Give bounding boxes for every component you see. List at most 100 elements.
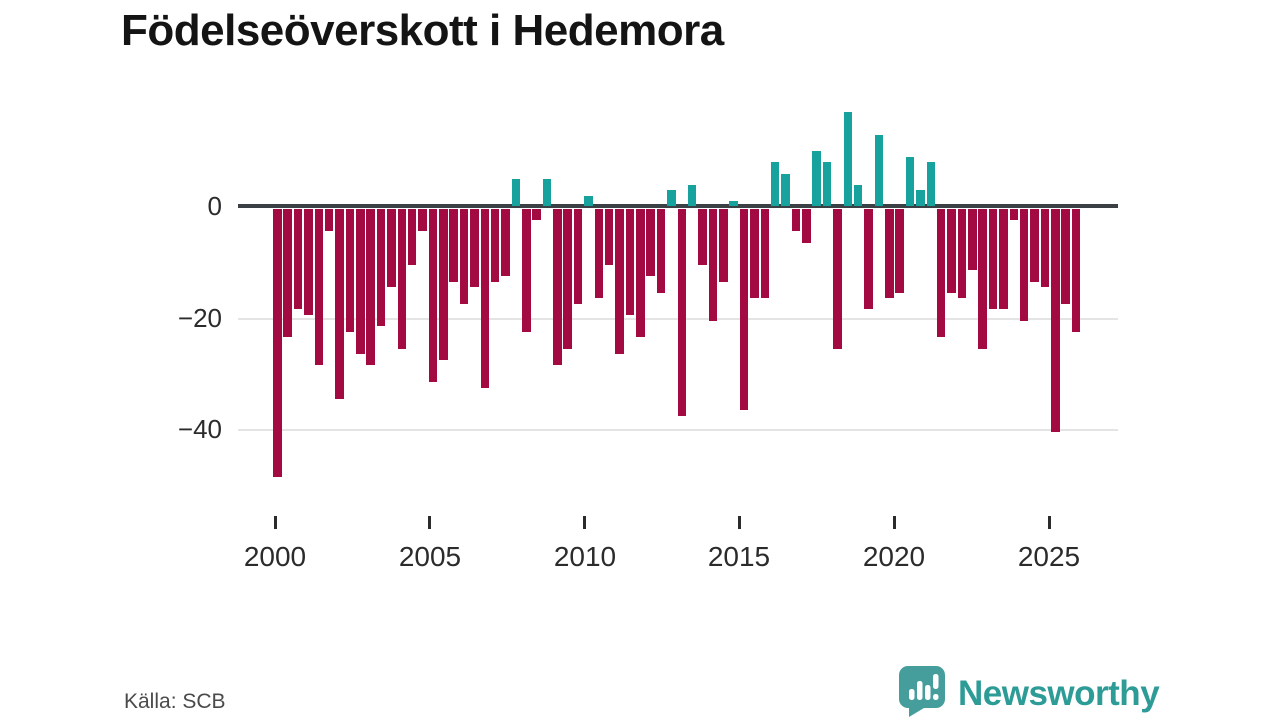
bar-2000-2 (283, 209, 292, 338)
bar-2003-2 (376, 209, 386, 327)
bar-2006-2 (470, 209, 479, 288)
x-axis-label: 2000 (243, 541, 307, 572)
bar-2022-3 (978, 209, 987, 349)
gridline--40 (238, 429, 1118, 431)
bar-2003-3 (387, 209, 396, 288)
bar-2003-1 (366, 209, 375, 366)
bar-2012-2 (656, 209, 666, 293)
bar-2002-3 (356, 209, 365, 355)
bar-2024-2 (1030, 209, 1039, 282)
bar-2021-2 (936, 209, 946, 338)
zero-axis-line (238, 204, 1118, 208)
bar-2016-1 (770, 162, 780, 206)
x-axis-label: 2020 (862, 541, 926, 572)
bar-2023-1 (988, 209, 998, 310)
bar-2022-1 (957, 209, 967, 299)
bar-2016-3 (791, 209, 801, 232)
bar-2014-2 (719, 209, 728, 282)
bar-2005-2 (439, 209, 448, 360)
bar-2009-1 (553, 209, 562, 366)
bar-2010-1 (584, 195, 593, 206)
x-axis-label: 2025 (1017, 541, 1081, 572)
bar-2020-3 (916, 190, 925, 206)
bar-2010-2 (594, 209, 604, 299)
x-axis-tick (893, 516, 896, 529)
bar-2001-2 (314, 209, 323, 366)
bar-2001-1 (304, 209, 313, 315)
bar-2004-3 (418, 209, 427, 232)
x-axis-tick (428, 516, 431, 529)
bar-2012-1 (646, 209, 655, 276)
bar-2005-1 (428, 209, 438, 382)
bar-2007-3 (511, 179, 521, 206)
bar-2024-1 (1019, 209, 1029, 321)
bar-2020-1 (895, 209, 904, 293)
bar-2025-2 (1061, 209, 1070, 304)
x-axis-tick (1048, 516, 1051, 529)
bar-2015-3 (760, 209, 769, 299)
bar-2004-1 (397, 209, 406, 349)
bar-2021-1 (926, 162, 935, 206)
bar-2016-2 (781, 173, 790, 206)
bar-2017-3 (822, 162, 832, 206)
bar-2017-2 (812, 151, 821, 206)
y-axis-label: −40 (177, 414, 222, 444)
bar-2018-1 (833, 209, 842, 349)
bar-2015-2 (750, 209, 759, 299)
y-axis-label: −20 (177, 303, 222, 333)
bar-2011-3 (636, 209, 645, 338)
bar-2008-3 (542, 179, 552, 206)
y-axis-label: 0 (207, 191, 222, 221)
bar-2014-3 (729, 201, 738, 206)
bar-2006-1 (459, 209, 469, 304)
bar-2023-2 (999, 209, 1008, 310)
bar-2009-2 (563, 209, 572, 349)
bar-2018-2 (843, 112, 852, 206)
x-axis-label: 2015 (707, 541, 771, 572)
bar-2010-3 (604, 209, 614, 265)
bar-2007-1 (490, 209, 500, 282)
bar-2009-3 (573, 209, 583, 304)
bar-2018-3 (853, 184, 863, 206)
chart-title: Födelseöverskott i Hedemora (121, 6, 724, 55)
bar-2019-1 (864, 209, 873, 310)
bar-2002-1 (335, 209, 344, 399)
bar-2017-1 (802, 209, 811, 243)
source-note: Källa: SCB (124, 690, 226, 713)
x-axis-tick (583, 516, 586, 529)
x-axis-tick (274, 516, 277, 529)
bar-2023-3 (1009, 209, 1018, 221)
bar-2021-3 (947, 209, 956, 293)
bar-2000-1 (273, 209, 282, 477)
newsworthy-logo: Newsworthy (897, 664, 1160, 720)
bar-2024-3 (1040, 209, 1050, 288)
x-axis-tick (738, 516, 741, 529)
bar-2008-2 (532, 209, 541, 221)
bar-2019-3 (885, 209, 894, 299)
bar-2013-2 (687, 184, 697, 206)
bar-2005-3 (449, 209, 458, 282)
bar-2025-1 (1051, 209, 1060, 433)
x-axis-label: 2005 (398, 541, 462, 572)
bar-2020-2 (905, 156, 915, 206)
bar-2004-2 (407, 209, 417, 265)
bar-2011-1 (615, 209, 624, 355)
bar-2007-2 (501, 209, 510, 276)
bar-2006-3 (480, 209, 489, 388)
bar-2013-3 (698, 209, 707, 265)
bar-2014-1 (708, 209, 718, 321)
bar-2012-3 (667, 190, 676, 206)
bar-2000-3 (293, 209, 303, 310)
bar-2002-2 (345, 209, 355, 332)
bar-2025-3 (1071, 209, 1081, 332)
newsworthy-logo-text: Newsworthy (958, 673, 1160, 713)
bar-2013-1 (677, 209, 686, 416)
bar-2011-2 (625, 209, 635, 315)
bar-2019-2 (874, 134, 884, 206)
bar-2008-1 (522, 209, 531, 332)
bar-2022-2 (968, 209, 977, 271)
bar-2015-1 (739, 209, 749, 410)
x-axis-label: 2010 (553, 541, 617, 572)
newsworthy-logo-icon (897, 664, 947, 720)
